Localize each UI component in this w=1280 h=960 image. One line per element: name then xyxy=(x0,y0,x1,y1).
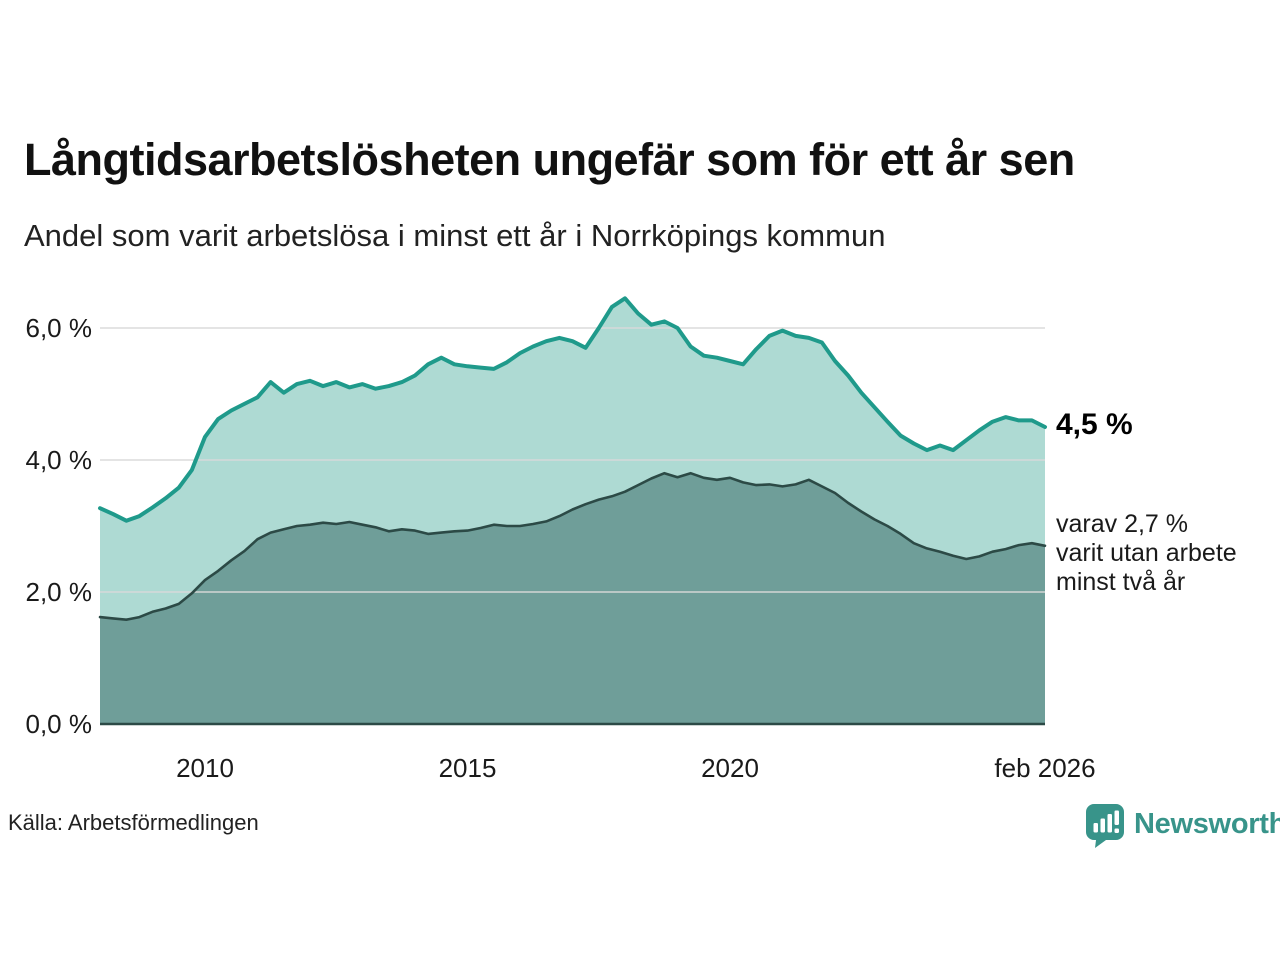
page-title: Långtidsarbetslösheten ungefär som för e… xyxy=(24,134,1075,185)
newsworthy-wordmark: Newsworthy xyxy=(1134,808,1280,840)
y-axis-label-2: 2,0 % xyxy=(25,577,93,607)
secondary-annotation-line-3: minst två år xyxy=(1056,567,1186,596)
latest-value-annotation: 4,5 % xyxy=(1056,408,1133,441)
x-axis-label-2020: 2020 xyxy=(701,753,759,783)
newsworthy-logo[interactable]: Newsworthy xyxy=(1086,804,1280,850)
newsworthy-logo-icon xyxy=(1086,804,1124,848)
source-caption: Källa: Arbetsförmedlingen xyxy=(8,810,259,835)
x-axis-label-2015: 2015 xyxy=(438,753,497,783)
y-axis-label-6: 6,0 % xyxy=(25,313,93,343)
x-axis-label-2010: 2010 xyxy=(176,753,234,783)
secondary-annotation-line-2: varit utan arbete xyxy=(1056,538,1237,567)
y-axis-label-0: 0,0 % xyxy=(25,709,93,739)
secondary-annotation-line-1: varav 2,7 % xyxy=(1056,509,1189,538)
x-axis-label-feb-2026: feb 2026 xyxy=(994,753,1096,783)
secondary-series-annotation: varav 2,7 % varit utan arbete minst två … xyxy=(1056,510,1237,597)
chart-subtitle: Andel som varit arbetslösa i minst ett å… xyxy=(24,218,886,253)
y-axis-label-4: 4,0 % xyxy=(25,445,93,475)
